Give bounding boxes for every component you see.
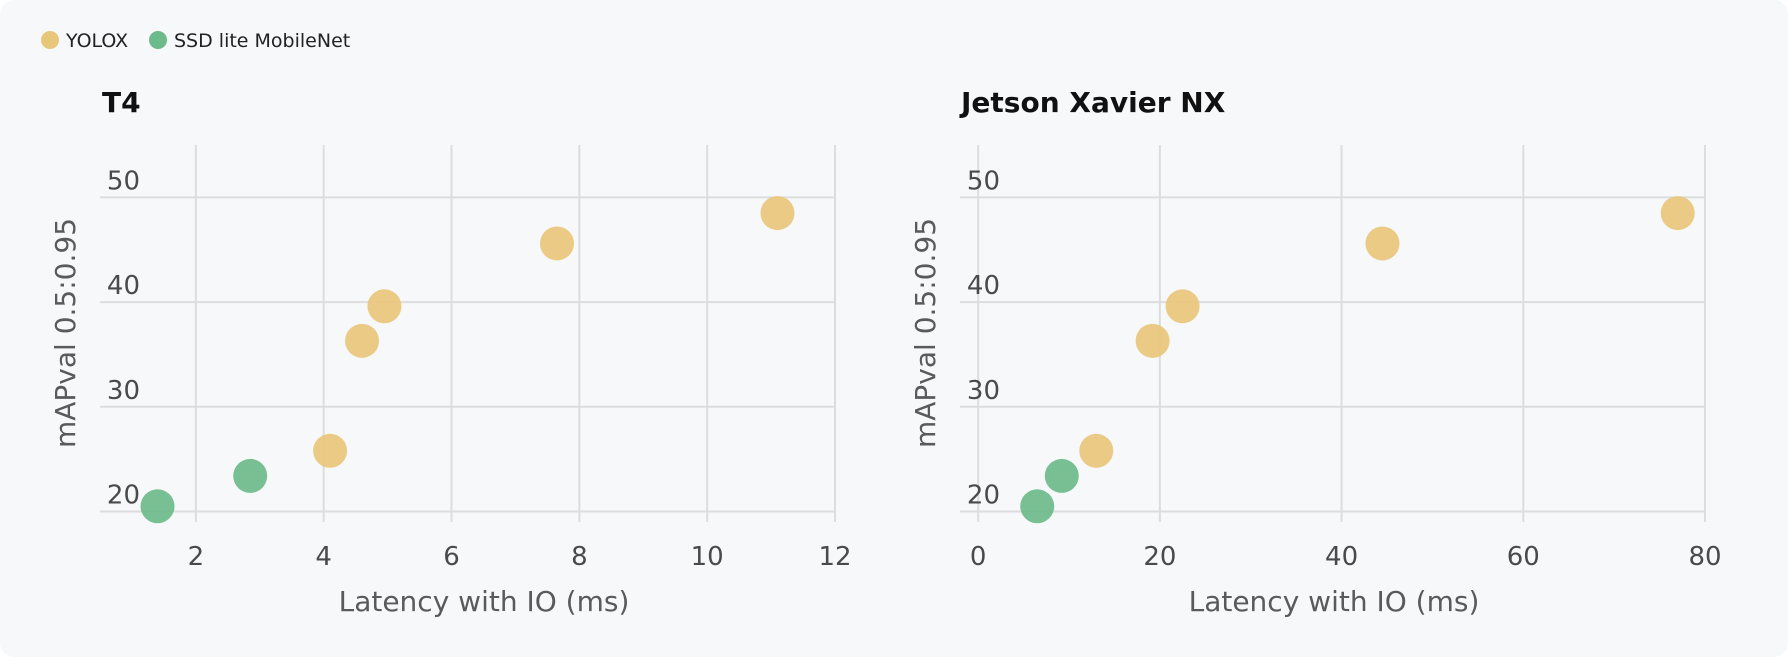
x-tick-label: 6 xyxy=(443,542,460,572)
data-point-yolox xyxy=(1365,226,1400,261)
y-tick-label: 50 xyxy=(107,166,140,196)
x-tick-label: 0 xyxy=(970,542,987,572)
data-point-yolox xyxy=(760,196,795,231)
y-tick-label: 50 xyxy=(967,166,1000,196)
data-point-yolox xyxy=(1079,433,1114,468)
x-tick-label: 80 xyxy=(1688,542,1721,572)
data-point-yolox xyxy=(1165,289,1200,324)
x-axis-label: Latency with IO (ms) xyxy=(339,585,630,618)
legend-label-1: SSD lite MobileNet xyxy=(174,30,350,52)
x-tick-label: 20 xyxy=(1143,542,1176,572)
data-point-ssd-lite-mobilenet xyxy=(233,458,268,493)
data-point-ssd-lite-mobilenet xyxy=(140,489,175,524)
x-tick-label: 12 xyxy=(818,542,851,572)
data-point-yolox xyxy=(539,226,574,261)
legend-label-0: YOLOX xyxy=(65,30,128,52)
chart-1: Jetson Xavier NX 0 20 40 60 80 20 30 40 50 Latency… xyxy=(909,86,1722,618)
y-tick-label: 20 xyxy=(967,481,1000,511)
x-tick-label: 2 xyxy=(188,542,205,572)
x-tick-label: 8 xyxy=(571,542,588,572)
legend-marker-1 xyxy=(149,31,167,49)
chart-title: T4 xyxy=(102,86,141,119)
legend-marker-0 xyxy=(41,31,59,49)
data-point-yolox xyxy=(313,433,348,468)
y-axis-label: mAPval 0.5:0.95 xyxy=(909,218,942,448)
y-tick-label: 40 xyxy=(107,271,140,301)
x-tick-label: 4 xyxy=(315,542,332,572)
data-point-yolox xyxy=(345,323,380,358)
x-tick-label: 10 xyxy=(691,542,724,572)
x-axis-label: Latency with IO (ms) xyxy=(1189,585,1480,618)
x-tick-label: 40 xyxy=(1325,542,1358,572)
y-tick-label: 20 xyxy=(107,481,140,511)
data-point-ssd-lite-mobilenet xyxy=(1020,489,1055,524)
data-point-yolox xyxy=(367,289,402,324)
y-tick-label: 30 xyxy=(967,376,1000,406)
data-point-ssd-lite-mobilenet xyxy=(1044,458,1079,493)
data-point-yolox xyxy=(1660,196,1695,231)
chart-0: T4 2 4 6 8 10 12 20 30 40 50 Latency with IO (ms) mA… xyxy=(49,86,852,618)
y-tick-label: 30 xyxy=(107,376,140,406)
chart-title: Jetson Xavier NX xyxy=(959,86,1226,119)
y-tick-label: 40 xyxy=(967,271,1000,301)
data-point-yolox xyxy=(1135,323,1170,358)
y-axis-label: mAPval 0.5:0.95 xyxy=(49,218,82,448)
x-tick-label: 60 xyxy=(1507,542,1540,572)
